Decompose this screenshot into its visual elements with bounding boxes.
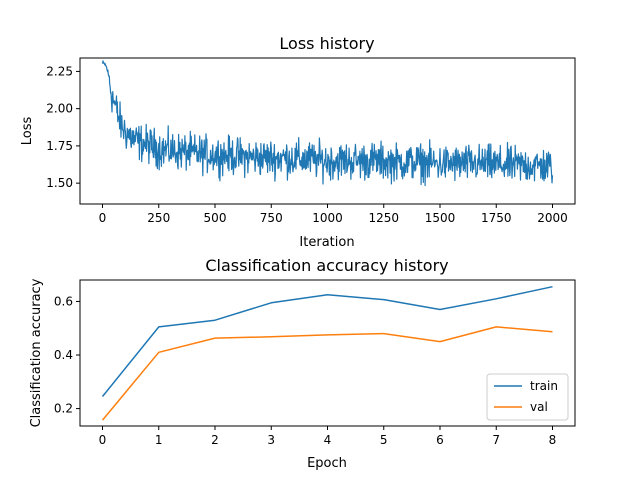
loss-x-axis-label: Iteration [299, 235, 354, 250]
loss-y-tick-label: 1.75 [46, 139, 73, 153]
loss-x-tick-label: 2000 [537, 211, 568, 225]
accuracy-y-tick-label: 0.6 [54, 294, 73, 308]
loss-y-tick-label: 2.00 [46, 102, 73, 116]
loss-x-tick-label: 1250 [368, 211, 399, 225]
loss-x-tick-label: 1500 [425, 211, 456, 225]
loss-y-axis-label: Loss [20, 117, 35, 146]
loss-x-tick-label: 750 [260, 211, 283, 225]
loss-x-tick-label: 0 [99, 211, 107, 225]
accuracy-series-train-line [101, 285, 553, 397]
accuracy-x-tick-label: 6 [436, 433, 444, 447]
loss-x-tick-label: 1000 [312, 211, 343, 225]
loss-y-tick-label: 1.50 [46, 176, 73, 190]
loss-chart-title: Loss history [279, 34, 374, 53]
loss-y-ticks: 1.50 1.75 2.00 2.25 [46, 64, 80, 190]
legend-label-train: train [530, 379, 558, 393]
accuracy-series-val-line [101, 326, 553, 421]
accuracy-x-tick-label: 0 [99, 433, 107, 447]
accuracy-x-tick-label: 5 [380, 433, 388, 447]
loss-x-tick-label: 1750 [481, 211, 512, 225]
accuracy-x-tick-label: 7 [492, 433, 500, 447]
loss-x-tick-label: 250 [147, 211, 170, 225]
accuracy-plot-area [101, 285, 553, 421]
accuracy-x-tick-label: 2 [211, 433, 219, 447]
accuracy-chart-title: Classification accuracy history [205, 256, 448, 275]
loss-x-ticks: 0 250 500 750 1000 1250 1500 1750 2000 [99, 204, 568, 225]
accuracy-y-ticks: 0.2 0.4 0.6 [54, 294, 80, 416]
accuracy-y-tick-label: 0.4 [54, 348, 73, 362]
accuracy-x-tick-label: 8 [549, 433, 557, 447]
accuracy-legend: train val [486, 373, 569, 421]
loss-plot-area [101, 60, 554, 187]
accuracy-chart: Classification accuracy history 0 1 2 3 4 5 6 7… [29, 256, 576, 471]
loss-y-tick-label: 2.25 [46, 64, 73, 78]
legend-label-val: val [530, 400, 548, 414]
loss-x-tick-label: 500 [204, 211, 227, 225]
accuracy-x-tick-label: 3 [267, 433, 275, 447]
accuracy-x-axis-label: Epoch [307, 456, 347, 471]
accuracy-x-ticks: 0 1 2 3 4 5 6 7 8 [99, 426, 557, 447]
loss-chart: Loss history 0 250 500 750 1000 1250 1500 1750 2… [20, 34, 576, 250]
accuracy-x-tick-label: 4 [324, 433, 332, 447]
loss-series-line [101, 60, 554, 187]
accuracy-y-axis-label: Classification accuracy [29, 278, 44, 427]
accuracy-x-tick-label: 1 [155, 433, 163, 447]
accuracy-y-tick-label: 0.2 [54, 402, 73, 416]
